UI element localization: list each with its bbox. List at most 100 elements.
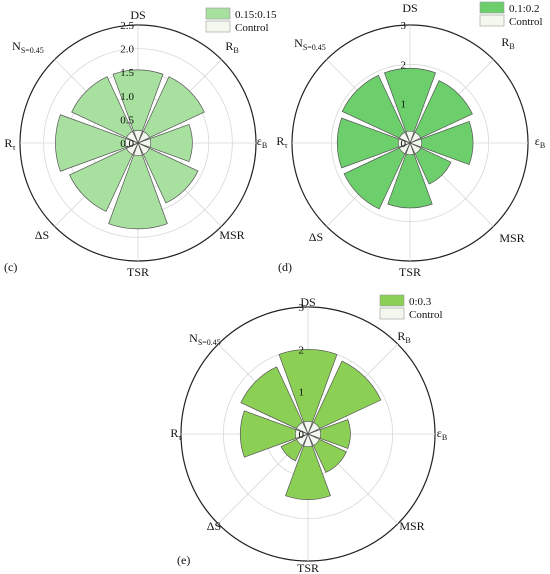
axis-label-DS: DS (402, 1, 417, 15)
wedge-control-DS (133, 129, 143, 145)
wedge-treatment-eB (408, 121, 474, 165)
wedge-treatment-Ns (341, 74, 411, 144)
radial-tick-label: 2.5 (120, 20, 134, 32)
wedge-control-eB (408, 138, 423, 148)
wedge-control-RB (409, 131, 422, 144)
radial-tick-label: 1 (401, 99, 407, 111)
wedge-treatment-MSR (409, 142, 452, 185)
axis-label-RB: RB (501, 35, 514, 51)
axis-label-Rt: Rτ (170, 426, 182, 442)
wedge-treatment-DS (112, 69, 164, 145)
legend-label: Control (409, 309, 443, 321)
wedge-treatment-dS (343, 142, 411, 210)
wedge-control-eB (306, 429, 322, 439)
legend-label: 0.1:0.2 (509, 3, 540, 15)
wedge-control-Rt (124, 138, 140, 148)
axis-label-dS: ΔS (309, 230, 323, 244)
wedge-control-TSR (133, 141, 143, 157)
wedge-control-MSR (137, 142, 151, 156)
wedge-treatment-MSR (137, 142, 199, 204)
radial-tick-label: 0 (299, 429, 305, 441)
axis-label-dS: ΔS (35, 228, 49, 242)
legend-swatch (205, 7, 231, 20)
legend-swatch (379, 307, 405, 320)
wedge-control-TSR (405, 141, 415, 156)
radial-tick-label: 3 (299, 302, 305, 314)
wedge-treatment-TSR (285, 432, 331, 500)
wedge-control-MSR (409, 142, 422, 155)
axis-label-Rt: Rτ (276, 134, 288, 150)
wedge-treatment-DS (278, 348, 338, 436)
wedge-control-Rt (397, 138, 412, 148)
axis-label-MSR: MSR (499, 231, 524, 245)
axis-label-Ns: NS=0.45 (12, 39, 44, 55)
wedge-control-RB (307, 422, 320, 435)
wedge-control-dS (296, 433, 309, 446)
legend-swatch (379, 294, 405, 307)
radial-tick-label: 0.0 (120, 138, 134, 150)
rose-panel-1: 0 1 2 3 DS RB εB MSR TSR ΔS Rτ NS=0.45 (d) 0.1:0.2Con… (276, 1, 545, 279)
rose-panel-2: 0 1 2 3DS RB εB MSR TSR ΔS Rτ NS=0.45 (e) 0:0.3Contr… (170, 294, 447, 574)
wedge-control-Ns (296, 422, 309, 435)
wedge-treatment-Rt (336, 117, 412, 169)
wedge-control-DS (405, 130, 415, 145)
axis-label-DS: DS (300, 295, 315, 309)
axis-label-DS: DS (130, 8, 145, 22)
panel-label: (e) (177, 553, 190, 567)
legend-label: 0.15:0.15 (235, 9, 277, 21)
radial-tick-label: 0 (401, 138, 407, 150)
radial-tick-label: 3 (401, 20, 407, 32)
legend-label: Control (235, 22, 269, 34)
wedge-control-Rt (294, 429, 310, 439)
axis-label-TSR: TSR (297, 561, 319, 574)
wedge-treatment-RB (409, 80, 473, 144)
rose-panel-0: 0.0 0.5 1.0 1.5 2.0 2.5DS RB εB MSR TSR ΔS Rτ NS=0.4… (4, 7, 277, 279)
wedge-treatment-dS (69, 142, 139, 212)
wedge-control-dS (398, 142, 411, 155)
legend-swatch (205, 20, 231, 33)
legend-label: 0:0.3 (409, 296, 432, 308)
panel-label: (d) (278, 260, 292, 274)
axis-label-eB: εB (437, 426, 447, 442)
wedge-control-DS (303, 420, 313, 436)
wedge-treatment-RB (307, 360, 382, 435)
axis-label-Ns: NS=0.45 (294, 36, 326, 52)
wedge-treatment-DS (383, 67, 437, 145)
axis-label-Rt: Rτ (4, 136, 16, 152)
axis-label-eB: εB (257, 134, 267, 150)
panel-label: (c) (4, 260, 17, 274)
wedge-control-RB (137, 130, 151, 144)
axis-label-RB: RB (225, 39, 238, 55)
legend-swatch (479, 1, 505, 14)
axis-label-TSR: TSR (127, 265, 149, 279)
axis-label-RB: RB (397, 329, 410, 345)
wedge-treatment-Ns (71, 76, 139, 144)
wedge-control-TSR (303, 432, 313, 448)
axis-label-eB: εB (535, 134, 545, 150)
wedge-control-dS (125, 142, 139, 156)
radial-tick-label: 1 (299, 387, 305, 399)
radial-tick-label: 1.5 (120, 67, 134, 79)
axis-label-dS: ΔS (207, 519, 221, 533)
wedge-treatment-Rt (55, 114, 140, 172)
radial-tick-label: 1.0 (120, 91, 134, 103)
wedge-treatment-TSR (108, 141, 168, 230)
wedge-treatment-MSR (307, 433, 347, 473)
wedge-control-MSR (307, 433, 320, 446)
wedge-treatment-RB (137, 76, 205, 144)
wedge-control-eB (136, 138, 152, 148)
radial-tick-label: 0.5 (120, 114, 134, 126)
wedge-control-Ns (125, 130, 139, 144)
wedge-control-Ns (398, 131, 411, 144)
axis-label-Ns: NS=0.45 (189, 331, 221, 347)
wedge-treatment-Rt (240, 410, 310, 458)
axis-label-MSR: MSR (399, 519, 424, 533)
axis-label-TSR: TSR (399, 265, 421, 279)
wedge-treatment-Ns (240, 366, 309, 435)
wedge-treatment-TSR (387, 141, 433, 209)
legend-label: Control (509, 16, 543, 28)
wedge-treatment-eB (136, 123, 193, 163)
